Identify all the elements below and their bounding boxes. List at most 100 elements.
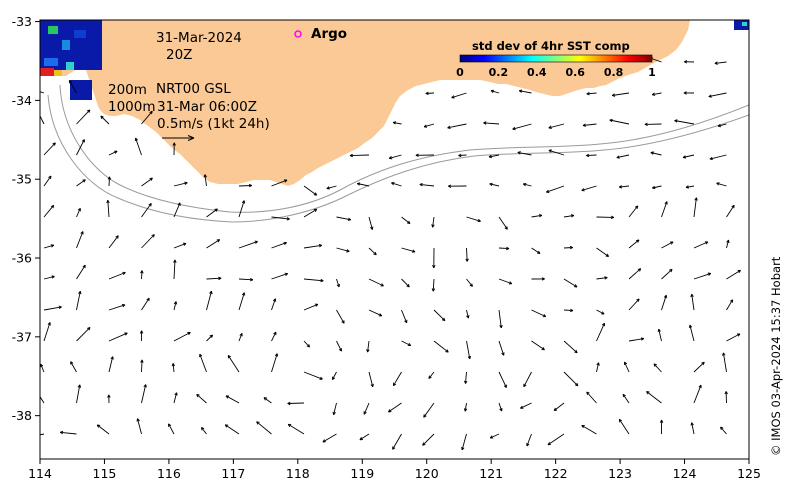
current-arrow	[498, 340, 505, 356]
current-arrow	[336, 247, 350, 253]
current-arrow	[139, 330, 144, 342]
current-arrow	[256, 421, 272, 435]
isobath-lines	[47, 84, 749, 223]
y-tick-label: -33	[12, 14, 32, 29]
current-arrow	[415, 153, 435, 157]
current-arrow	[76, 384, 82, 404]
current-arrow	[547, 433, 565, 446]
current-arrow	[271, 353, 279, 373]
current-arrow	[108, 332, 128, 342]
current-arrow	[206, 239, 221, 249]
current-arrow	[322, 433, 337, 443]
current-arrow	[693, 384, 702, 404]
current-arrow	[336, 309, 345, 324]
current-arrow	[657, 328, 662, 342]
current-arrow	[391, 181, 402, 187]
current-arrow	[96, 424, 110, 435]
current-arrow	[466, 216, 481, 223]
current-arrow	[563, 214, 575, 218]
current-arrow	[359, 433, 370, 441]
current-arrow	[522, 182, 532, 187]
x-axis: 114 115 116 117 118 119 120 121 122 123 124 125	[28, 458, 761, 481]
current-arrow	[726, 239, 730, 249]
current-arrow	[68, 80, 77, 94]
current-arrow	[173, 392, 178, 404]
current-arrow	[173, 202, 181, 218]
current-arrow	[263, 397, 272, 404]
current-arrow	[336, 278, 340, 288]
x-tick-label: 118	[286, 466, 310, 481]
date-label: 31-Mar-2024	[156, 30, 242, 46]
current-arrow	[531, 214, 543, 218]
current-arrow	[531, 247, 541, 254]
current-arrow	[596, 309, 605, 315]
current-arrow	[628, 239, 640, 249]
current-arrow	[531, 309, 547, 318]
current-arrow	[489, 182, 500, 187]
current-arrow	[659, 419, 664, 435]
current-arrow	[432, 247, 436, 269]
current-arrow	[100, 115, 110, 125]
current-arrow	[173, 259, 177, 280]
current-arrow	[43, 275, 55, 280]
current-arrow	[563, 245, 574, 250]
current-arrow	[206, 208, 218, 218]
argo-float-marker	[294, 30, 302, 38]
current-arrow	[690, 422, 695, 435]
y-tick-label: -34	[12, 93, 32, 108]
current-arrow	[545, 185, 565, 193]
current-arrow	[271, 216, 290, 221]
current-arrow	[674, 119, 695, 125]
current-arrow	[498, 278, 513, 285]
current-arrow	[720, 426, 727, 435]
current-arrow	[581, 185, 597, 192]
colorbar-tick-label: 0	[456, 66, 464, 79]
scale-arrow	[162, 135, 195, 141]
current-arrow	[40, 115, 45, 125]
current-arrow	[650, 151, 662, 156]
current-arrow	[693, 272, 712, 280]
isobath-200m	[59, 84, 749, 213]
current-arrow	[238, 183, 253, 188]
current-arrow	[483, 121, 500, 125]
current-arrow	[238, 240, 258, 249]
current-arrow	[141, 203, 152, 218]
current-arrow	[458, 153, 467, 158]
current-arrow	[43, 305, 62, 311]
current-arrow	[596, 247, 609, 257]
isobath-1000-label: 1000m	[108, 99, 156, 115]
current-arrow	[661, 294, 668, 311]
argo-label: Argo	[311, 26, 347, 42]
time-label: 20Z	[166, 47, 192, 63]
current-arrow	[609, 118, 630, 125]
colorbar-tick-label: 0.6	[565, 66, 585, 79]
current-arrow	[107, 176, 112, 187]
current-arrow	[463, 402, 468, 412]
current-arrow	[203, 174, 207, 187]
current-arrow	[40, 395, 45, 404]
current-arrow	[498, 371, 507, 388]
current-arrow	[76, 264, 86, 280]
current-arrow	[628, 205, 639, 218]
current-arrow	[172, 142, 176, 156]
current-arrow	[498, 309, 503, 329]
y-tick-label: -35	[12, 172, 32, 187]
current-arrow	[271, 331, 277, 342]
current-arrow	[271, 241, 287, 249]
current-arrow	[531, 340, 545, 351]
current-arrow	[43, 322, 51, 342]
current-arrow	[271, 272, 289, 280]
current-arrow	[498, 246, 510, 251]
current-arrow	[498, 216, 508, 230]
current-arrow	[726, 333, 741, 342]
current-arrow	[683, 91, 695, 95]
current-arrow	[287, 401, 305, 406]
current-arrow	[40, 363, 45, 373]
current-arrow	[586, 92, 597, 96]
current-arrow	[628, 298, 640, 311]
current-arrow	[693, 197, 698, 218]
current-arrow	[238, 278, 254, 282]
current-arrow	[644, 122, 662, 127]
current-arrow	[488, 154, 500, 159]
current-arrow	[548, 123, 565, 129]
